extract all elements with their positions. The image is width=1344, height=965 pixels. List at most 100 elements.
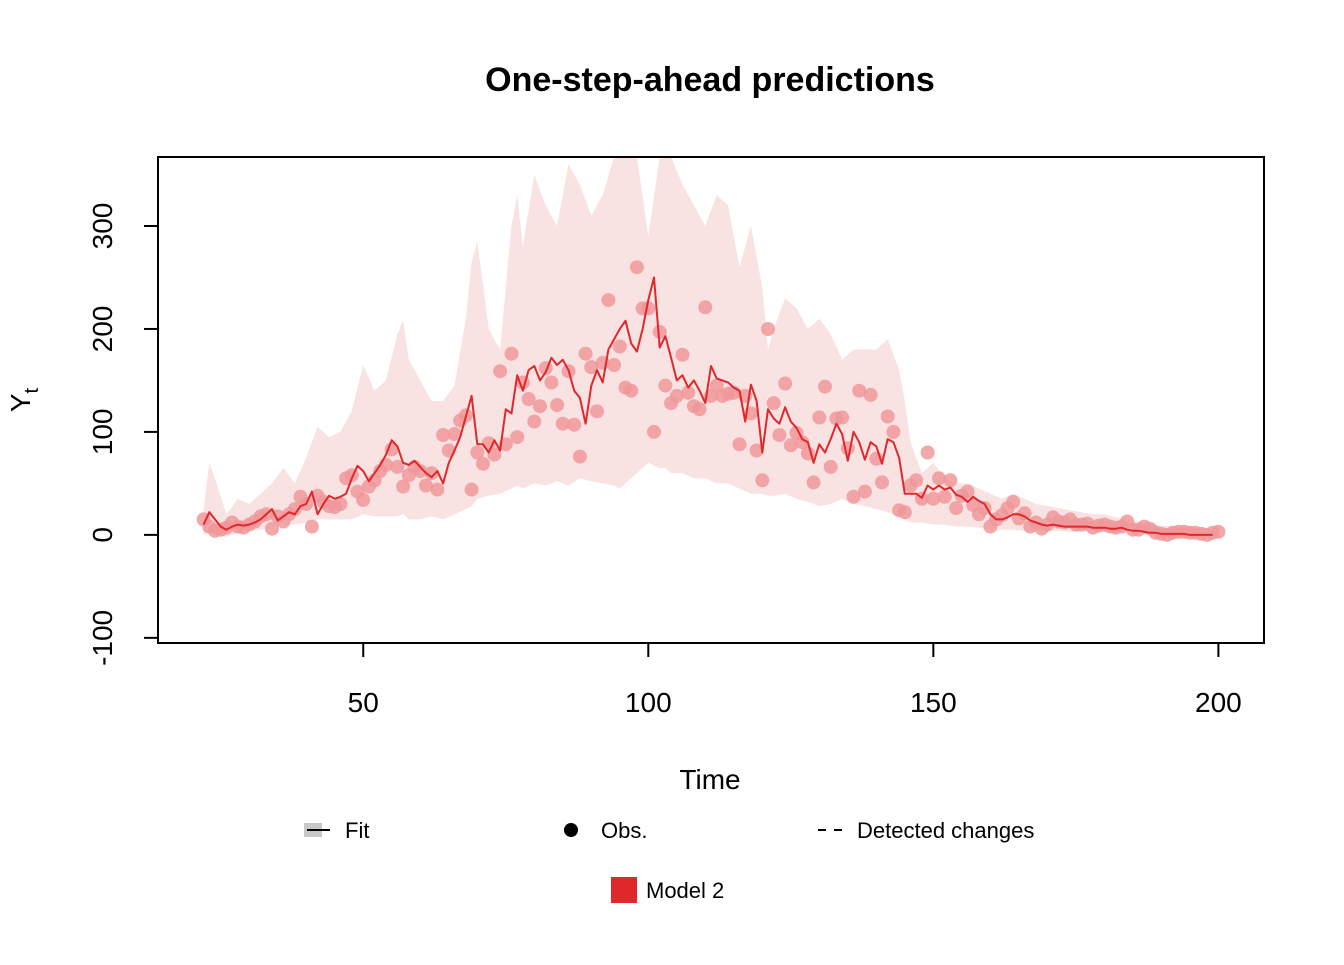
obs-point bbox=[533, 399, 547, 414]
obs-point bbox=[396, 479, 411, 494]
legend-changes-label: Detected changes bbox=[857, 818, 1034, 843]
obs-point bbox=[647, 424, 661, 439]
obs-point bbox=[692, 402, 707, 417]
obs-point bbox=[709, 378, 724, 393]
obs-point bbox=[681, 385, 696, 400]
obs-point bbox=[960, 484, 975, 499]
obs-point bbox=[761, 322, 775, 336]
obs-point bbox=[356, 492, 371, 507]
obs-point bbox=[778, 376, 793, 391]
obs-point bbox=[1006, 494, 1021, 509]
obs-point bbox=[447, 427, 462, 441]
obs-point bbox=[418, 478, 433, 493]
obs-point bbox=[932, 471, 946, 486]
obs-point bbox=[493, 364, 508, 379]
y-tick-label: 100 bbox=[87, 409, 118, 456]
obs-point bbox=[669, 388, 684, 403]
obs-point bbox=[641, 301, 656, 316]
chart-title: One-step-ahead predictions bbox=[485, 61, 935, 99]
obs-point bbox=[476, 456, 490, 471]
obs-point bbox=[875, 475, 889, 490]
obs-point bbox=[926, 491, 941, 506]
obs-point bbox=[333, 497, 348, 511]
obs-point bbox=[424, 466, 439, 481]
y-axis-label-main: Y bbox=[5, 393, 36, 412]
legend-types: Fit Obs. Detected changes bbox=[304, 818, 1034, 843]
obs-point bbox=[886, 424, 901, 439]
x-tick-label: 150 bbox=[910, 687, 957, 718]
y-tick-label: 200 bbox=[87, 306, 118, 353]
obs-point bbox=[487, 447, 502, 462]
legend-fit-entry: Fit bbox=[304, 818, 369, 843]
obs-point bbox=[937, 489, 952, 504]
obs-point bbox=[470, 445, 485, 460]
obs-point bbox=[920, 445, 935, 460]
obs-point bbox=[840, 441, 855, 456]
y-tick-label: 300 bbox=[87, 203, 118, 250]
obs-point bbox=[880, 409, 895, 424]
obs-point bbox=[846, 489, 861, 504]
fit-path bbox=[202, 276, 1213, 536]
obs-point bbox=[857, 484, 872, 499]
obs-point bbox=[590, 404, 604, 419]
obs-point bbox=[430, 482, 445, 497]
y-axis-label-subscript: t bbox=[21, 387, 43, 393]
y-axis: -100 0 100 200 300 bbox=[87, 203, 159, 666]
obs-point bbox=[749, 443, 764, 458]
obs-point bbox=[550, 398, 565, 413]
y-axis-label: Yt bbox=[5, 387, 43, 412]
obs-point bbox=[436, 428, 451, 442]
obs-point bbox=[818, 379, 832, 394]
x-tick-label: 50 bbox=[348, 687, 379, 718]
obs-point bbox=[658, 378, 673, 393]
legend-series: Model 2 bbox=[611, 877, 724, 903]
obs-point bbox=[852, 383, 867, 398]
obs-point bbox=[863, 387, 878, 402]
obs-point bbox=[504, 346, 519, 361]
obs-point bbox=[521, 392, 536, 406]
obs-point bbox=[464, 482, 479, 497]
legend-fit-label: Fit bbox=[345, 818, 369, 843]
obs-point bbox=[755, 473, 770, 488]
obs-point bbox=[1017, 506, 1032, 521]
legend-obs-marker bbox=[564, 823, 578, 837]
obs-point bbox=[527, 414, 542, 429]
x-axis: 50 100 150 200 bbox=[348, 642, 1242, 718]
obs-point bbox=[584, 360, 599, 375]
obs-point bbox=[812, 410, 827, 425]
plot-area bbox=[157, 156, 1265, 644]
obs-point bbox=[510, 430, 525, 445]
obs-point bbox=[390, 459, 405, 474]
obs-point bbox=[304, 519, 319, 534]
legend-obs-entry: Obs. bbox=[564, 818, 647, 843]
obs-point bbox=[601, 293, 616, 308]
obs-point bbox=[652, 325, 667, 339]
y-tick-label: -100 bbox=[87, 610, 118, 666]
x-axis-label: Time bbox=[679, 764, 740, 795]
obs-point bbox=[772, 428, 787, 442]
obs-point bbox=[675, 347, 690, 362]
obs-point bbox=[567, 417, 582, 432]
obs-point bbox=[624, 383, 639, 398]
obs-point bbox=[544, 375, 559, 390]
obs-point bbox=[265, 521, 279, 536]
legend-obs-label: Obs. bbox=[601, 818, 647, 843]
obs-point bbox=[698, 300, 713, 315]
obs-point bbox=[732, 437, 747, 452]
obs-point bbox=[607, 358, 622, 372]
obs-point bbox=[806, 475, 821, 490]
obs-point bbox=[795, 435, 810, 450]
obs-point bbox=[766, 396, 781, 411]
x-tick-label: 100 bbox=[625, 687, 672, 718]
y-tick-label: 0 bbox=[87, 527, 118, 543]
obs-point bbox=[572, 449, 587, 464]
obs-point bbox=[1211, 524, 1226, 539]
obs-point bbox=[909, 473, 924, 488]
obs-point bbox=[629, 260, 644, 275]
obs-point bbox=[413, 464, 428, 478]
obs-point bbox=[783, 438, 798, 453]
fit-line bbox=[202, 276, 1213, 536]
legend-model2-swatch bbox=[611, 877, 637, 903]
obs-point bbox=[612, 339, 627, 354]
